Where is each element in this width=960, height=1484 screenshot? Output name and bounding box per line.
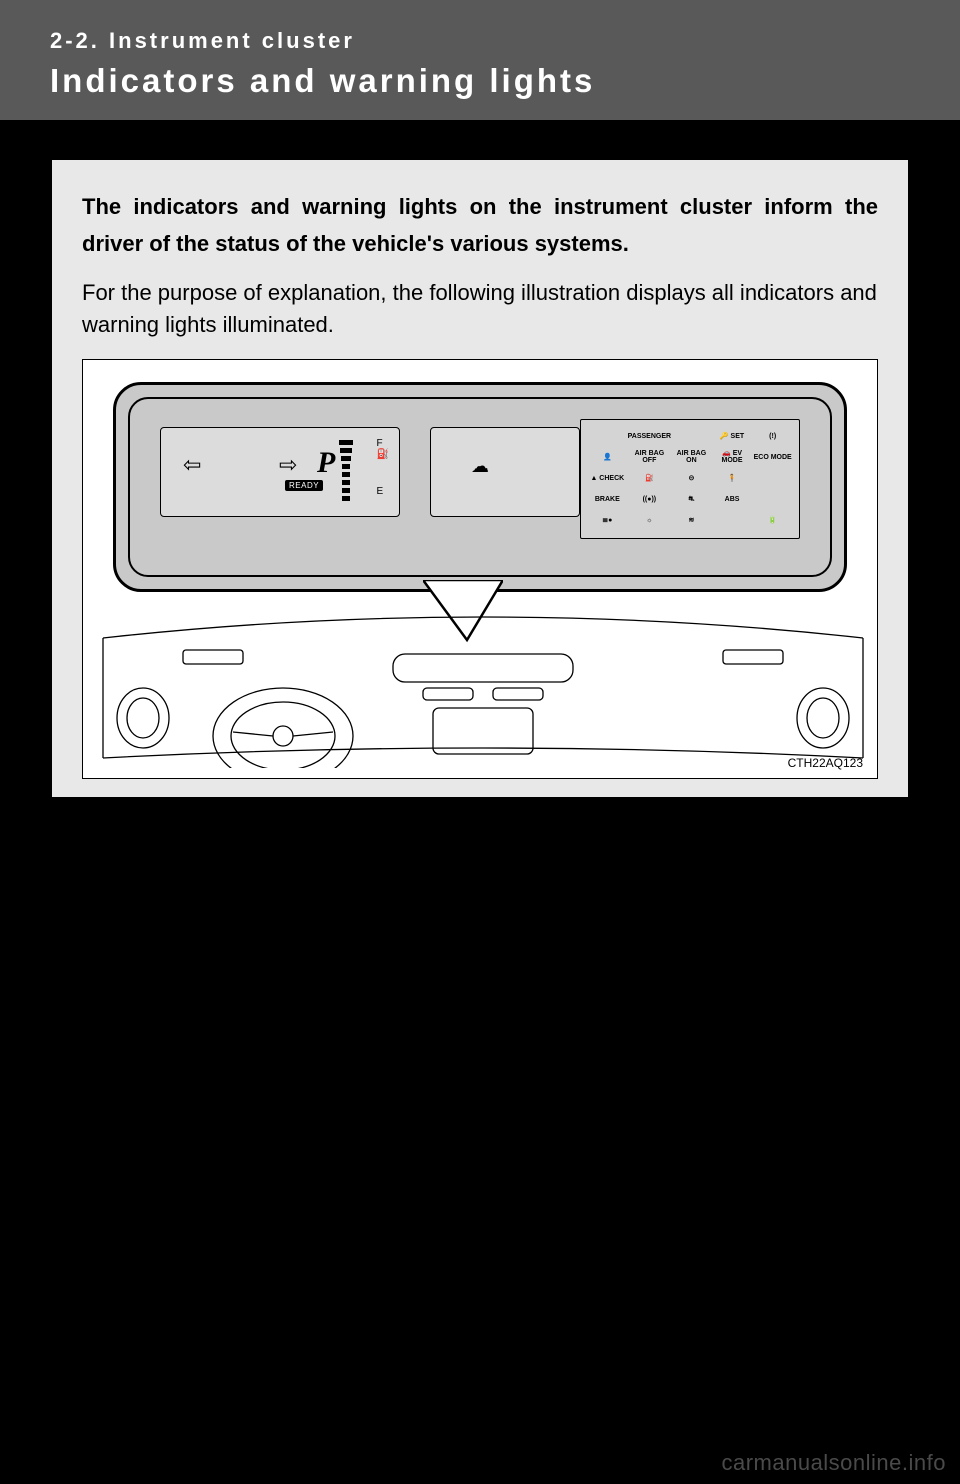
- warning-lights-panel: PASSENGER 🔑 SET (!) 👤 AIR BAG OFF AIR BA…: [580, 419, 800, 539]
- ind-slip-icon: ⛐: [671, 496, 712, 503]
- ind-brake-system-icon: ((●)): [628, 496, 671, 503]
- cluster-frame: ⇦ ⇨ P F ⛽ E READY: [113, 382, 847, 592]
- header-band: 2-2. Instrument cluster Indicators and w…: [0, 0, 960, 120]
- ind-light-icon: ☼: [628, 517, 671, 524]
- watermark: carmanualsonline.info: [721, 1450, 946, 1476]
- ind-tire-pressure-icon: (!): [752, 433, 793, 440]
- intro-bold: The indicators and warning lights on the…: [82, 188, 878, 263]
- indicator-grid: PASSENGER 🔑 SET (!) 👤 AIR BAG OFF AIR BA…: [587, 426, 793, 532]
- dashboard-illustration: [93, 608, 873, 768]
- ind-abs: ABS: [712, 496, 753, 503]
- ind-check-icon: ▲ CHECK: [587, 475, 628, 482]
- fuel-bars-icon: [339, 440, 355, 508]
- ind-eco-mode: ECO MODE: [752, 454, 793, 461]
- ind-brake: BRAKE: [587, 496, 628, 503]
- ind-set: 🔑 SET: [712, 433, 753, 440]
- left-display-panel: ⇦ ⇨ P F ⛽ E READY: [160, 427, 400, 517]
- fuel-empty-label: E: [377, 486, 389, 497]
- ind-fog-icon: ≋: [671, 517, 712, 524]
- gear-indicator: P: [317, 446, 335, 480]
- ind-ev-mode: 🚗 EV MODE: [712, 450, 753, 464]
- cluster-inner: ⇦ ⇨ P F ⛽ E READY: [128, 397, 832, 577]
- intro-plain: For the purpose of explanation, the foll…: [82, 277, 878, 341]
- ready-indicator: READY: [285, 480, 323, 491]
- fuel-icon: ⛽: [377, 449, 389, 460]
- manual-page: 2-2. Instrument cluster Indicators and w…: [0, 0, 960, 1484]
- ind-passenger: PASSENGER: [628, 433, 671, 440]
- ind-airbag-icon: 👤: [587, 454, 628, 461]
- fuel-gauge: F ⛽ E: [377, 438, 389, 497]
- ind-seatbelt-icon: 🧍: [712, 475, 753, 482]
- ind-airbag-on: AIR BAG ON: [671, 450, 712, 464]
- fuel-full-label: F: [377, 438, 389, 449]
- turn-right-icon: ⇨: [279, 452, 297, 478]
- center-glyph-icon: ☁: [471, 456, 489, 477]
- content-box: The indicators and warning lights on the…: [52, 160, 908, 797]
- cluster-figure: ⇦ ⇨ P F ⛽ E READY: [82, 359, 878, 779]
- ind-airbag-off: AIR BAG OFF: [628, 450, 671, 464]
- ind-engine-icon: ⛽: [628, 475, 671, 482]
- figure-code: CTH22AQ123: [788, 756, 863, 770]
- center-display-panel: ☁: [430, 427, 580, 517]
- section-label: 2-2. Instrument cluster: [50, 28, 910, 54]
- ind-battery-icon: 🔋: [752, 517, 793, 524]
- ind-steering-icon: ⊝: [671, 475, 712, 482]
- page-title: Indicators and warning lights: [50, 62, 910, 100]
- ind-headlight-icon: ≣●: [587, 517, 628, 524]
- turn-left-icon: ⇦: [183, 452, 201, 478]
